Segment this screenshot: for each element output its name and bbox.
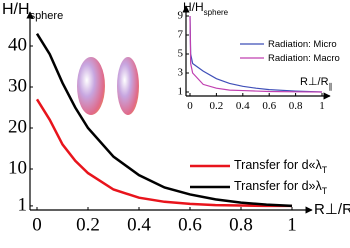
legend-label-main: Transfer for d«λ xyxy=(234,158,323,172)
legend-label-main: Radiation: Macro xyxy=(268,53,340,64)
y-axis-label-sub: sphere xyxy=(204,8,229,17)
y-axis-label-main: H/H xyxy=(2,1,30,18)
ellipsoid-icon xyxy=(117,57,139,115)
y-axis-label: H/Hsphere xyxy=(2,1,63,22)
x-tick-label: 1 xyxy=(319,100,325,112)
x-tick-label: 0.2 xyxy=(76,215,100,236)
legend-label-sub: T xyxy=(322,165,328,175)
legend-label-main: Radiation: Micro xyxy=(268,39,337,50)
legend-label: Radiation: Macro xyxy=(268,53,340,64)
x-axis-label-main: R⊥/R xyxy=(314,201,350,218)
y-tick-label: 20 xyxy=(8,116,27,137)
series-line xyxy=(35,33,293,208)
x-tick-label: 0.8 xyxy=(229,215,253,236)
x-tick-label: 0 xyxy=(187,100,193,112)
x-axis-label-sub: ∥ xyxy=(329,82,333,91)
y-tick-label: 3 xyxy=(178,67,184,79)
y-tick-label: 1 xyxy=(178,86,184,98)
x-tick-label: 0.8 xyxy=(289,100,303,112)
y-tick-label: 9 xyxy=(178,10,184,22)
y-tick-label: 10 xyxy=(8,157,27,178)
x-tick-label: 0.6 xyxy=(262,100,276,112)
x-axis-label-main: R⊥/R xyxy=(300,76,329,88)
y-tick-label: 7 xyxy=(178,29,184,41)
x-tick-label: 0.6 xyxy=(178,215,202,236)
legend-label: Transfer for d»λT xyxy=(234,179,328,196)
x-axis-label: R⊥/R∥ xyxy=(314,201,350,221)
legend-label: Radiation: Micro xyxy=(268,39,337,50)
x-tick-label: 0.4 xyxy=(236,100,250,112)
y-tick-label: 40 xyxy=(8,34,27,55)
x-tick-label: 0.4 xyxy=(127,215,151,236)
y-axis-label: H/Hsphere xyxy=(183,0,229,16)
y-axis-label-main: H/H xyxy=(183,0,204,14)
legend-label: Transfer for d«λT xyxy=(234,158,328,175)
y-tick-label: 1 xyxy=(18,194,28,215)
series-line xyxy=(35,98,292,208)
ellipsoid-icon xyxy=(77,57,105,115)
y-tick-label: 30 xyxy=(8,75,27,96)
x-tick-label: 0 xyxy=(32,215,42,236)
series-line xyxy=(189,15,323,93)
y-tick-label: 5 xyxy=(178,48,184,60)
x-tick-label: 1 xyxy=(287,215,297,236)
y-axis-label-sub: sphere xyxy=(30,10,64,22)
x-axis-label: R⊥/R∥ xyxy=(300,76,333,91)
series-line xyxy=(189,15,323,93)
legend-label-main: Transfer for d»λ xyxy=(234,179,323,193)
legend-label-sub: T xyxy=(322,186,328,196)
x-tick-label: 0.2 xyxy=(210,100,224,112)
